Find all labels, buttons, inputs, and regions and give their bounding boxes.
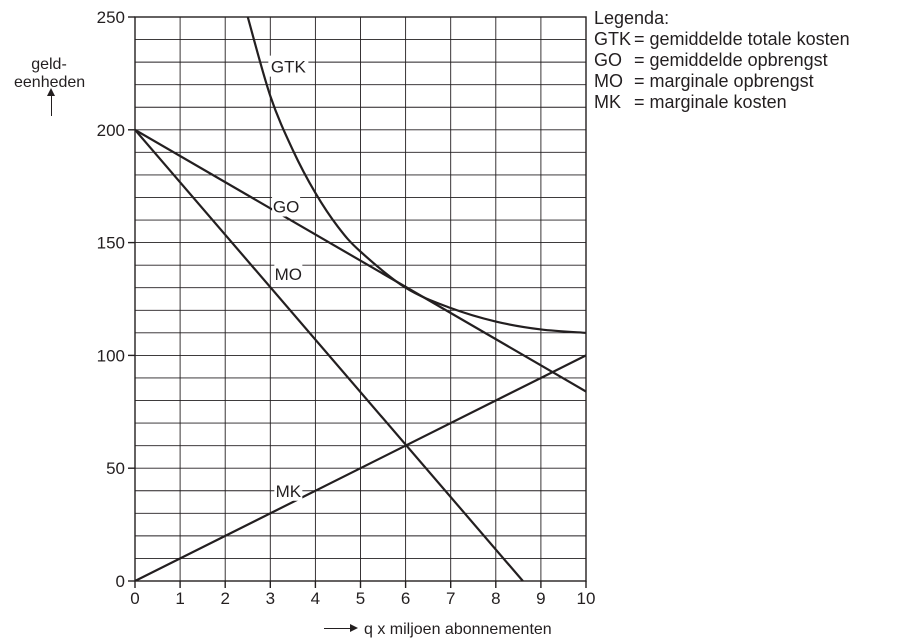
y-axis-label-line-1: geld- <box>31 56 67 73</box>
x-tick-label: 0 <box>130 589 139 608</box>
x-axis-arrow-icon <box>324 624 358 633</box>
series-line-go <box>135 128 586 393</box>
x-tick-label: 3 <box>266 589 275 608</box>
y-tick-label: 250 <box>97 8 125 27</box>
x-tick-label: 5 <box>356 589 365 608</box>
y-tick-label: 50 <box>106 459 125 478</box>
series-label-go: GO <box>273 198 299 217</box>
y-axis-label: geld- eenheden <box>14 56 86 92</box>
x-tick-label: 6 <box>401 589 410 608</box>
legend-text: = marginale kosten <box>634 92 787 112</box>
series-label-mo: MO <box>275 265 302 284</box>
y-tick-label: 150 <box>97 234 125 253</box>
legend-item-mo: MO = marginale opbrengst <box>594 71 850 92</box>
legend-title: Legenda: <box>594 8 670 28</box>
legend-item-go: GO = gemiddelde opbrengst <box>594 50 850 71</box>
y-axis-arrow-icon <box>47 88 55 116</box>
legend-text: = gemiddelde opbrengst <box>634 50 828 70</box>
series-label-gtk: GTK <box>271 58 307 77</box>
y-tick-label: 100 <box>97 346 125 365</box>
x-tick-label: 9 <box>536 589 545 608</box>
legend-abbr: MO <box>594 71 623 91</box>
series-label-mk: MK <box>276 482 302 501</box>
series-label-bg <box>268 55 309 77</box>
grid <box>134 16 587 582</box>
legend-item-mk: MK = marginale kosten <box>594 92 850 113</box>
legend-abbr: GO <box>594 50 623 70</box>
legend-item-gtk: GTK = gemiddelde totale kosten <box>594 29 850 50</box>
tick-labels: 0 50 100 150 200 250 0 1 2 3 4 5 6 7 8 9 10 <box>97 8 596 608</box>
series-line-gtk <box>246 17 586 334</box>
legend: Legenda: GTK = gemiddelde totale kosten G… <box>594 8 850 113</box>
x-tick-label: 1 <box>175 589 184 608</box>
legend-abbr: GTK <box>594 29 632 49</box>
x-tick-label: 8 <box>491 589 500 608</box>
x-tick-label: 7 <box>446 589 455 608</box>
series-line-mo <box>135 129 524 581</box>
series-labels: GTK GO MO MK <box>268 55 309 501</box>
series-line-mk <box>135 354 586 581</box>
y-tick-label: 0 <box>116 572 125 591</box>
legend-abbr: MK <box>594 92 621 112</box>
series-label-bg <box>272 195 301 217</box>
series-label-bg <box>274 479 303 501</box>
legend-text: = marginale opbrengst <box>634 71 814 91</box>
series-label-bg <box>274 263 303 285</box>
legend-text: = gemiddelde totale kosten <box>634 29 850 49</box>
x-axis-label-text: q x miljoen abonnementen <box>364 621 552 638</box>
x-tick-label: 4 <box>311 589 320 608</box>
y-axis-label-line-2: eenheden <box>14 74 86 91</box>
x-axis-label: q x miljoen abonnementen <box>324 621 552 639</box>
y-tick-label: 200 <box>97 121 125 140</box>
series-lines <box>135 17 586 581</box>
x-tick-label: 2 <box>220 589 229 608</box>
x-tick-label: 10 <box>577 589 596 608</box>
